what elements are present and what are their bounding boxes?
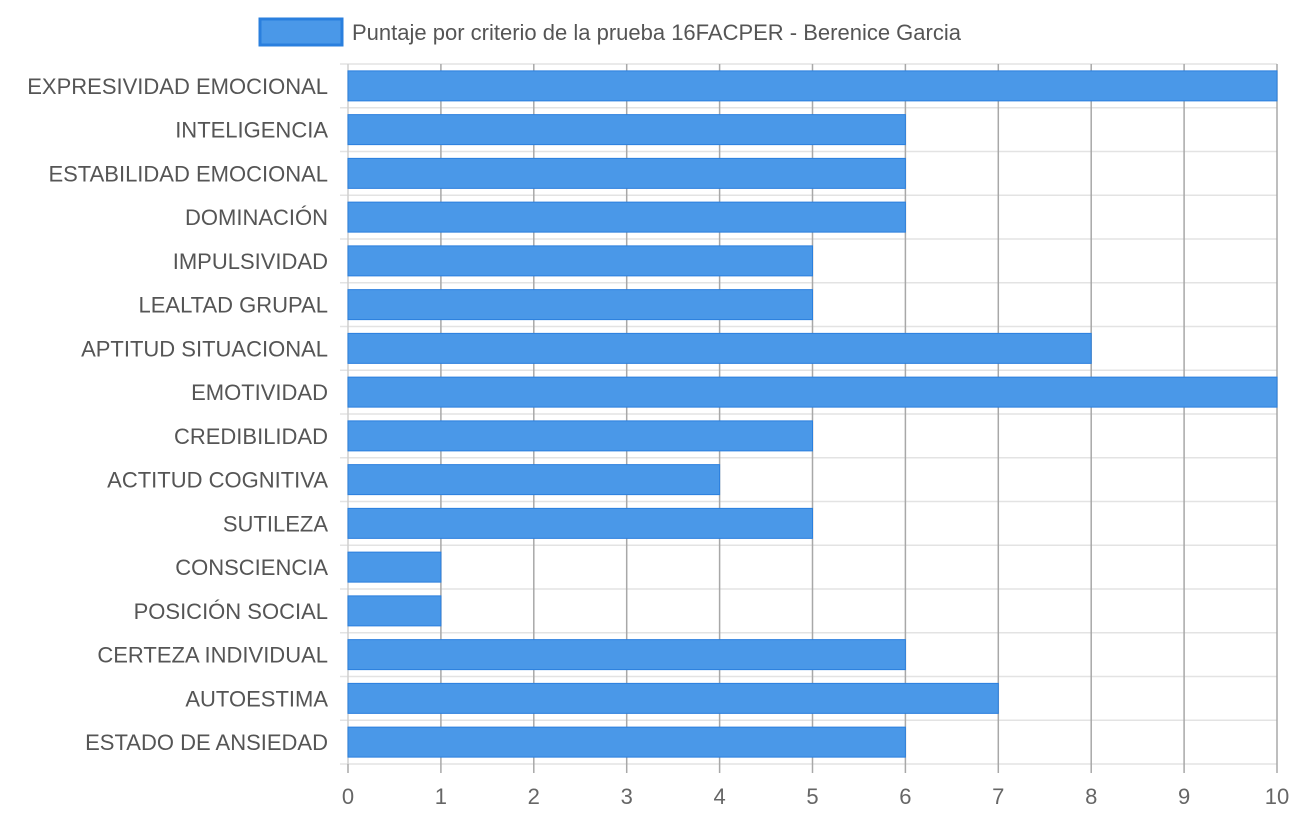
legend-label: Puntaje por criterio de la prueba 16FACP… xyxy=(352,20,962,45)
bar[interactable] xyxy=(347,551,442,583)
bar[interactable] xyxy=(347,376,1278,408)
category-label: SUTILEZA xyxy=(223,511,328,536)
x-tick-label: 4 xyxy=(713,784,725,809)
category-label: EXPRESIVIDAD EMOCIONAL xyxy=(27,74,328,99)
bar[interactable] xyxy=(347,70,1278,102)
x-tick-label: 9 xyxy=(1178,784,1190,809)
bar[interactable] xyxy=(347,464,721,496)
category-label: LEALTAD GRUPAL xyxy=(138,293,328,318)
x-tick-label: 2 xyxy=(528,784,540,809)
bar[interactable] xyxy=(347,114,906,146)
x-tick-label: 10 xyxy=(1265,784,1289,809)
category-label: DOMINACIÓN xyxy=(185,205,328,230)
category-label: APTITUD SITUACIONAL xyxy=(81,336,328,361)
category-label: INTELIGENCIA xyxy=(175,118,328,143)
category-label: ESTABILIDAD EMOCIONAL xyxy=(48,161,328,186)
bar[interactable] xyxy=(347,507,813,539)
x-tick-label: 5 xyxy=(806,784,818,809)
category-label: ACTITUD COGNITIVA xyxy=(107,468,328,493)
legend[interactable]: Puntaje por criterio de la prueba 16FACP… xyxy=(258,17,962,47)
x-tick-label: 8 xyxy=(1085,784,1097,809)
x-tick-label: 7 xyxy=(992,784,1004,809)
bars xyxy=(347,70,1278,758)
x-tick-label: 6 xyxy=(899,784,911,809)
category-label: POSICIÓN SOCIAL xyxy=(134,599,328,624)
bar[interactable] xyxy=(347,682,999,714)
category-label: CREDIBILIDAD xyxy=(174,424,328,449)
category-labels: EXPRESIVIDAD EMOCIONAL INTELIGENCIA ESTABI… xyxy=(27,74,328,755)
category-label: IMPULSIVIDAD xyxy=(173,249,328,274)
x-tick-label: 0 xyxy=(342,784,354,809)
bar[interactable] xyxy=(347,245,813,277)
bar[interactable] xyxy=(347,289,813,321)
bar[interactable] xyxy=(347,201,906,233)
category-label: AUTOESTIMA xyxy=(185,686,328,711)
category-label: CONSCIENCIA xyxy=(175,555,328,580)
category-label: ESTADO DE ANSIEDAD xyxy=(85,730,328,755)
legend-swatch xyxy=(258,17,344,47)
bar[interactable] xyxy=(347,726,906,758)
category-label: CERTEZA INDIVIDUAL xyxy=(97,643,328,668)
bar[interactable] xyxy=(347,157,906,189)
category-label: EMOTIVIDAD xyxy=(191,380,328,405)
bar[interactable] xyxy=(347,595,442,627)
x-tick-label: 1 xyxy=(435,784,447,809)
x-tick-label: 3 xyxy=(621,784,633,809)
bar[interactable] xyxy=(347,332,1092,364)
bar[interactable] xyxy=(347,639,906,671)
x-axis-ticks: 0 1 2 3 4 5 6 7 8 9 10 xyxy=(342,764,1289,809)
bar[interactable] xyxy=(347,420,813,452)
